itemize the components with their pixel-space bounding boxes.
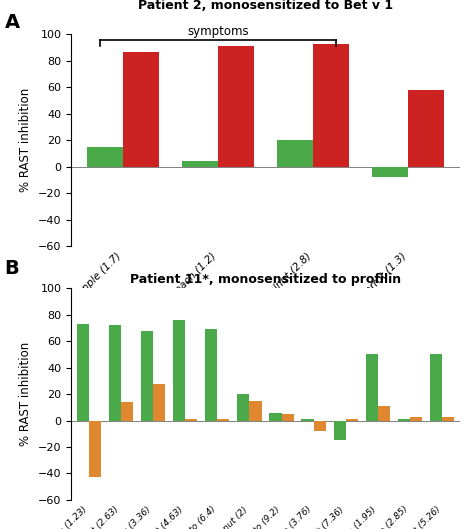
Bar	[182, 161, 218, 167]
Bar	[153, 384, 165, 421]
Bar	[249, 401, 262, 421]
Bar	[282, 414, 294, 421]
Bar	[408, 90, 444, 167]
Y-axis label: % RAST inhibition: % RAST inhibition	[19, 342, 32, 446]
Text: A: A	[5, 13, 20, 32]
Bar	[109, 325, 121, 421]
Bar	[218, 47, 254, 167]
Bar	[346, 419, 358, 421]
Bar	[410, 417, 422, 421]
Bar	[237, 394, 249, 421]
Bar	[365, 354, 378, 421]
Bar	[334, 421, 346, 440]
Bar	[378, 406, 390, 421]
Bar	[123, 51, 159, 167]
Bar	[398, 419, 410, 421]
Bar	[269, 413, 282, 421]
Bar	[372, 167, 408, 177]
Bar	[301, 419, 314, 421]
Title: Patient 2, monosensitized to Bet v 1: Patient 2, monosensitized to Bet v 1	[138, 0, 393, 12]
Text: symptoms: symptoms	[187, 25, 249, 38]
Bar	[141, 331, 153, 421]
Bar	[89, 421, 101, 477]
Bar	[217, 419, 229, 421]
Bar	[185, 419, 197, 421]
Text: B: B	[5, 259, 19, 278]
Bar	[173, 320, 185, 421]
Bar	[277, 140, 313, 167]
Bar	[313, 44, 349, 167]
Bar	[121, 402, 133, 421]
Bar	[205, 329, 217, 421]
Bar	[442, 417, 454, 421]
Bar	[77, 324, 89, 421]
Title: Patient 11*, monosensitized to profilin: Patient 11*, monosensitized to profilin	[130, 273, 401, 286]
Y-axis label: % RAST inhibition: % RAST inhibition	[19, 88, 32, 193]
Bar	[430, 354, 442, 421]
Bar	[87, 147, 123, 167]
Bar	[314, 421, 326, 431]
